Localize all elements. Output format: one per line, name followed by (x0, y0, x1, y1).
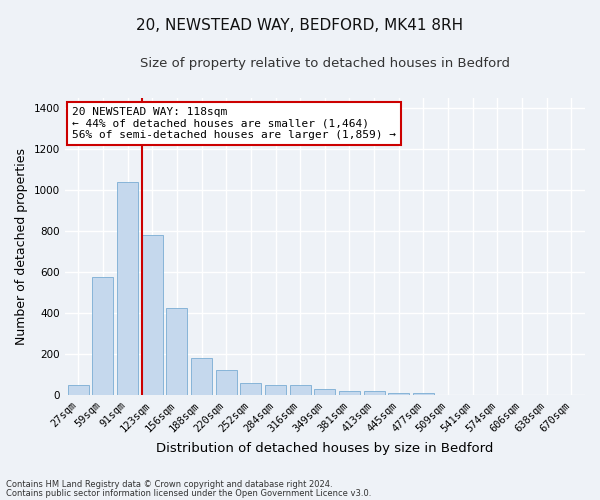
X-axis label: Distribution of detached houses by size in Bedford: Distribution of detached houses by size … (156, 442, 494, 455)
Bar (388, 393, 409, 395)
Text: Contains HM Land Registry data © Crown copyright and database right 2024.: Contains HM Land Registry data © Crown c… (6, 480, 332, 489)
Y-axis label: Number of detached properties: Number of detached properties (15, 148, 28, 345)
Text: 20, NEWSTEAD WAY, BEDFORD, MK41 8RH: 20, NEWSTEAD WAY, BEDFORD, MK41 8RH (136, 18, 464, 32)
Bar (142, 236, 163, 395)
Bar (117, 182, 138, 395)
Bar (364, 391, 385, 395)
Bar (166, 308, 187, 395)
Bar (68, 386, 89, 395)
Text: Contains public sector information licensed under the Open Government Licence v3: Contains public sector information licen… (6, 489, 371, 498)
Bar (216, 370, 236, 395)
Bar (314, 390, 335, 395)
Bar (339, 391, 360, 395)
Text: 20 NEWSTEAD WAY: 118sqm
← 44% of detached houses are smaller (1,464)
56% of semi: 20 NEWSTEAD WAY: 118sqm ← 44% of detache… (73, 107, 397, 140)
Bar (191, 358, 212, 395)
Title: Size of property relative to detached houses in Bedford: Size of property relative to detached ho… (140, 58, 510, 70)
Bar (413, 393, 434, 395)
Bar (92, 278, 113, 395)
Bar (265, 386, 286, 395)
Bar (241, 382, 262, 395)
Bar (290, 386, 311, 395)
